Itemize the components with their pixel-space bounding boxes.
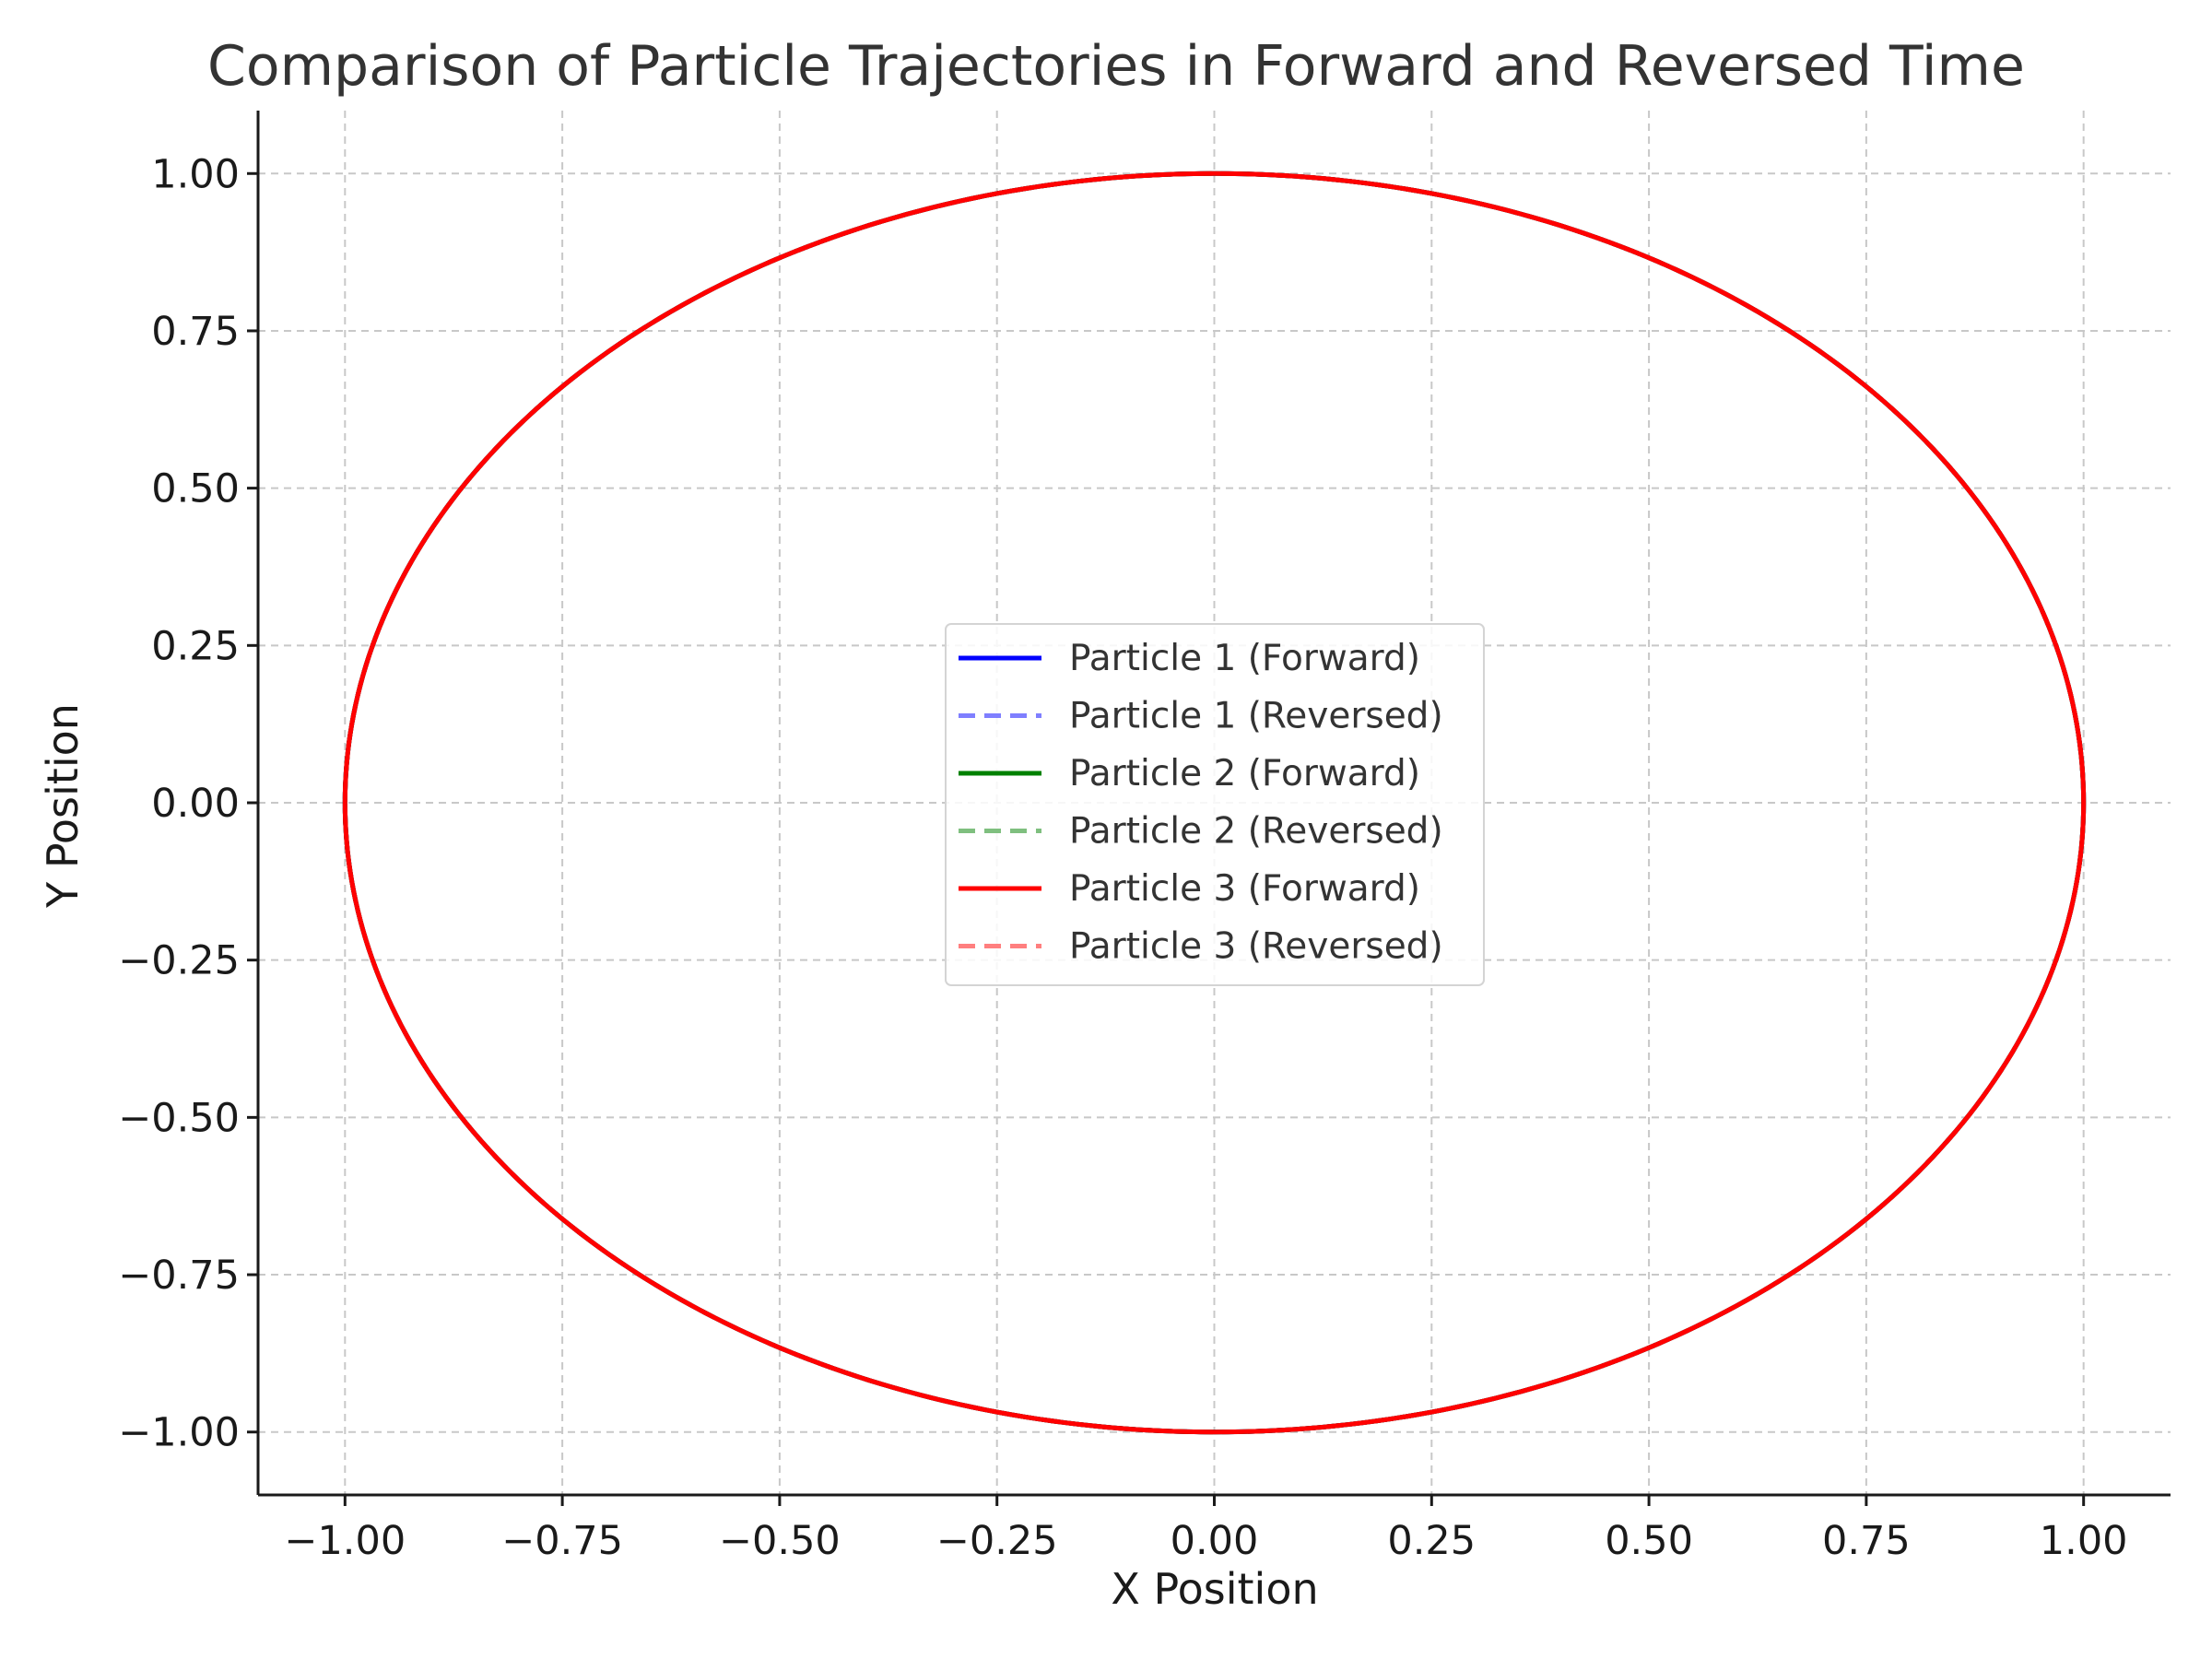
legend-label: Particle 3 (Reversed) <box>1069 926 1443 968</box>
x-tick-label: −1.00 <box>284 1518 406 1564</box>
y-tick-label: 0.00 <box>151 781 240 827</box>
legend-label: Particle 2 (Forward) <box>1069 753 1420 794</box>
x-tick-label: 0.50 <box>1605 1518 1693 1564</box>
legend-box <box>945 623 1485 986</box>
y-tick-label: 1.00 <box>151 151 240 197</box>
legend-label: Particle 1 (Reversed) <box>1069 696 1443 737</box>
legend: Particle 1 (Forward) Particle 1 (Reversed… <box>945 623 1485 986</box>
y-tick-label: −1.00 <box>118 1410 240 1456</box>
y-tick-label: −0.75 <box>118 1253 240 1299</box>
y-tick-label: 0.75 <box>151 309 240 355</box>
y-tick-label: −0.25 <box>118 938 240 984</box>
legend-label: Particle 2 (Reversed) <box>1069 811 1443 853</box>
x-tick-label: 0.25 <box>1387 1518 1476 1564</box>
x-tick-label: −0.50 <box>719 1518 841 1564</box>
series-group <box>342 171 2087 1435</box>
x-tick-label: −0.25 <box>936 1518 1058 1564</box>
tick-labels: −1.00 −0.75 −0.50 −0.25 0.00 0.25 0.50 0.75 1.00… <box>118 151 2127 1564</box>
y-axis-label: Y Position <box>38 703 88 909</box>
x-tick-label: −0.75 <box>501 1518 623 1564</box>
series-line-particle-3-reversed <box>342 171 2087 1435</box>
x-tick-label: 0.75 <box>1822 1518 1911 1564</box>
x-tick-label: 1.00 <box>2040 1518 2128 1564</box>
y-tick-label: 0.50 <box>151 466 240 512</box>
y-tick-label: 0.25 <box>151 623 240 669</box>
axes <box>247 111 2171 1506</box>
x-axis-label: X Position <box>1111 1564 1318 1614</box>
chart-title: Comparison of Particle Trajectories in F… <box>207 34 2025 99</box>
legend-label: Particle 1 (Forward) <box>1069 638 1420 679</box>
y-tick-label: −0.50 <box>118 1095 240 1141</box>
x-tick-label: 0.00 <box>1171 1518 1259 1564</box>
legend-label: Particle 3 (Forward) <box>1069 868 1420 910</box>
